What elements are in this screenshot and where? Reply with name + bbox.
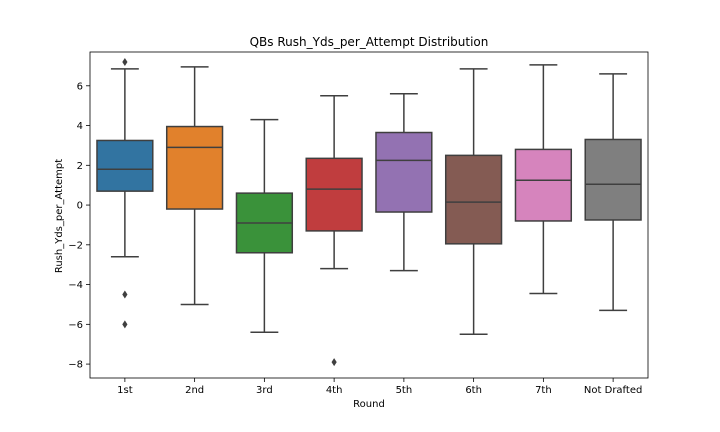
x-tick-label: 6th bbox=[465, 385, 482, 396]
x-tick-label: Not Drafted bbox=[584, 385, 642, 396]
x-tick-label: 5th bbox=[396, 385, 413, 396]
x-tick-label: 4th bbox=[326, 385, 343, 396]
box-6th bbox=[444, 154, 503, 245]
y-tick-label: 6 bbox=[77, 81, 83, 92]
box-5th bbox=[375, 131, 433, 213]
outlier-point bbox=[331, 358, 337, 367]
y-tick-label: −2 bbox=[68, 240, 83, 251]
x-axis-label: Round bbox=[353, 399, 385, 410]
y-tick-label: 4 bbox=[77, 121, 83, 132]
box-not-drafted bbox=[584, 138, 642, 221]
x-tick-label: 7th bbox=[535, 385, 552, 396]
chart-title: QBs Rush_Yds_per_Attempt Distribution bbox=[250, 35, 489, 49]
box-4th bbox=[305, 157, 363, 232]
box-1st bbox=[96, 139, 154, 192]
y-tick-label: −6 bbox=[68, 320, 83, 331]
outlier-point bbox=[122, 320, 128, 329]
box-2nd bbox=[165, 125, 224, 210]
y-axis-label: Rush_Yds_per_Attempt bbox=[54, 159, 65, 273]
outlier-point bbox=[122, 290, 128, 299]
x-tick-label: 1st bbox=[117, 385, 133, 396]
x-tick-label: 2nd bbox=[185, 385, 204, 396]
y-tick-label: −8 bbox=[68, 360, 83, 371]
y-tick-label: 0 bbox=[77, 201, 83, 212]
outlier-point bbox=[122, 57, 128, 66]
y-tick-label: 2 bbox=[77, 161, 83, 172]
x-tick-label: 3rd bbox=[256, 385, 273, 396]
box-7th bbox=[514, 148, 573, 222]
y-tick-label: −4 bbox=[68, 280, 83, 291]
plot-frame bbox=[89, 51, 649, 379]
plot-area: −8 −6 −4 −2 0 2 4 6 1st 2nd 3rd 4th 5th 6th 7th Not Dra… bbox=[68, 51, 649, 396]
